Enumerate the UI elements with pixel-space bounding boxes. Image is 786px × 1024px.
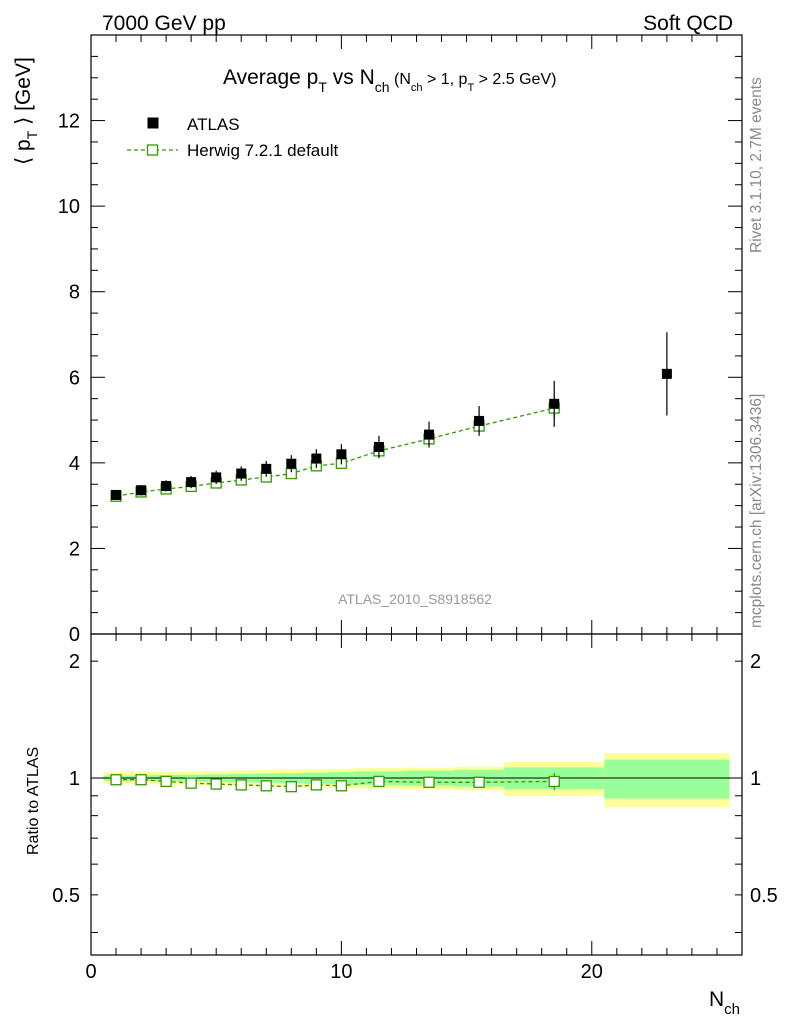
legend-label-atlas: ATLAS [187,115,240,134]
mc-ratio-point [110,774,122,786]
mc-line [115,407,555,497]
mc-ratio-point [548,775,560,788]
x-label-main: N [709,988,724,1011]
y-label-open: ⟨ p [12,139,35,165]
x-tick-label: 10 [330,961,352,983]
mc-ratio-point [473,776,485,788]
mc-ratio-point [285,781,297,793]
title-cuts-close: > 2.5 GeV) [474,71,556,88]
ratio-tick-label-left: 1 [69,768,80,790]
analysis-tag: ATLAS_2010_S8918562 [338,591,492,607]
atlas-point [236,468,247,479]
title-sub2: ch [375,79,390,95]
title-mid: vs N [327,66,375,89]
x-label-sub: ch [724,1001,740,1018]
top-left-label: 7000 GeV pp [102,12,226,35]
ratio-tick-label-left: 2 [69,651,80,673]
atlas-point [373,442,384,453]
y-tick-label: 0 [69,624,80,646]
atlas-point [161,480,172,491]
mc-ratio-point [260,780,272,792]
x-tick-label: 20 [581,961,603,983]
y-label-close: ⟩ [GeV] [12,57,35,131]
y-tick-label: 10 [58,196,80,218]
title-sub1: T [318,79,327,95]
atlas-point [474,415,485,426]
atlas-point [549,398,560,409]
title-prefix: Average p [223,66,318,89]
ratio-bands [103,753,730,808]
mc-ratio-point [235,779,247,791]
x-axis-label: Nch [709,988,740,1018]
mc-ratio-point [310,779,322,791]
mc-ratio-point [335,780,348,792]
mc-ratio-point [160,775,172,788]
atlas-point [661,368,672,379]
atlas-point [261,463,272,474]
atlas-point [424,429,435,440]
y-tick-label: 8 [69,282,80,304]
legend-label-mc: Herwig 7.2.1 default [187,141,338,160]
ratio-y-axis-label: Ratio to ATLAS [25,747,42,855]
mc-ratio-point [423,776,435,788]
y-tick-label: 6 [69,367,80,389]
y-axis-label: ⟨ pT ⟩ [GeV] [12,57,40,165]
y-label-sub: T [24,130,40,139]
ratio-tick-label-right: 0.5 [750,885,778,907]
atlas-point [286,458,297,469]
ratio-tick-label-left: 0.5 [52,885,80,907]
mc-ratio-point [210,778,222,790]
legend: ATLAS Herwig 7.2.1 default [127,115,338,160]
mcplots-label: mcplots.cern.ch [arXiv:1306.3436] [748,394,765,628]
atlas-point [211,472,222,483]
atlas-point [136,485,147,496]
y-tick-label: 2 [69,538,80,560]
title-cuts-mid: > 1, p [423,71,468,88]
atlas-series-main [111,332,672,500]
mc-ratio-point [373,775,385,788]
mc-ratio-line [116,779,555,788]
legend-marker-mc [146,144,159,156]
atlas-point [186,477,197,488]
ratio-tick-label-right: 2 [750,651,761,673]
mc-series-main [110,397,560,502]
mc-series-ratio [110,773,560,793]
atlas-point [311,453,322,464]
atlas-point [111,489,122,500]
mc-ratio-point [135,774,147,786]
chart-title: Average pT vs Nch (Nch > 1, pT > 2.5 GeV… [223,66,556,95]
mc-ratio-point [185,777,197,789]
ratio-tick-label-right: 1 [750,768,761,790]
legend-marker-atlas [147,117,159,129]
title-cuts-sub1: ch [411,82,423,94]
y-tick-label: 4 [69,453,80,475]
rivet-label: Rivet 3.1.10, 2.7M events [748,77,765,253]
top-right-label: Soft QCD [643,12,733,35]
x-tick-label: 0 [85,961,96,983]
ratio-band-stat [604,759,730,799]
atlas-point [336,449,347,460]
y-tick-label: 12 [58,111,80,133]
title-cuts-open: (N [390,71,411,88]
title-cuts-sub2: T [467,82,474,94]
